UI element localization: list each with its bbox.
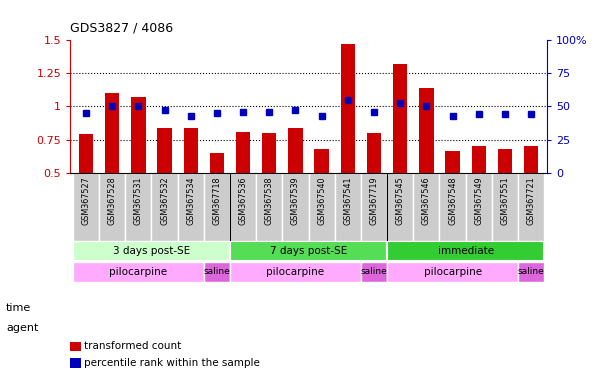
Bar [204,173,230,241]
Bar [230,241,387,261]
Bar [472,146,486,173]
Bar [131,97,145,173]
Text: GSM367534: GSM367534 [186,176,196,225]
Text: pilocarpine: pilocarpine [423,267,481,277]
Text: GSM367721: GSM367721 [527,176,536,225]
Bar [73,173,99,241]
Bar [230,173,256,241]
Text: GSM367532: GSM367532 [160,176,169,225]
Bar [105,93,119,173]
Bar [73,262,204,282]
Bar [99,173,125,241]
Bar [183,127,198,173]
Bar [79,134,93,173]
Bar [524,146,538,173]
Bar [152,173,178,241]
Text: GSM367549: GSM367549 [474,176,483,225]
Bar [393,64,408,173]
Bar [466,173,492,241]
Text: GSM367536: GSM367536 [238,176,247,225]
Bar [125,173,152,241]
Bar [419,88,434,173]
Text: GSM367718: GSM367718 [213,176,221,225]
Text: GSM367541: GSM367541 [343,176,353,225]
Text: time: time [6,303,31,313]
Text: pilocarpine: pilocarpine [266,267,324,277]
Text: GSM367540: GSM367540 [317,176,326,225]
Bar [387,241,544,261]
Text: GSM367531: GSM367531 [134,176,143,225]
Bar [387,262,518,282]
Text: GSM367539: GSM367539 [291,176,300,225]
Bar [335,173,361,241]
Bar [361,262,387,282]
Text: transformed count: transformed count [84,341,181,351]
Bar [367,133,381,173]
Text: GSM367538: GSM367538 [265,176,274,225]
Text: saline: saline [360,267,387,276]
Text: GSM367527: GSM367527 [81,176,90,225]
Text: pilocarpine: pilocarpine [109,267,167,277]
Bar [210,153,224,173]
Bar [262,133,276,173]
Text: saline: saline [203,267,230,276]
Text: GSM367551: GSM367551 [500,176,510,225]
Bar [73,241,230,261]
Bar [439,173,466,241]
Bar [288,127,302,173]
Bar [445,151,459,173]
Text: 7 days post-SE: 7 days post-SE [270,246,347,256]
Bar [315,149,329,173]
Text: immediate: immediate [437,246,494,256]
Bar [256,173,282,241]
Bar [361,173,387,241]
Bar [498,149,512,173]
Bar [204,262,230,282]
Bar [178,173,204,241]
Text: GDS3827 / 4086: GDS3827 / 4086 [70,22,174,35]
Bar [518,173,544,241]
Bar [341,44,355,173]
Text: GSM367719: GSM367719 [370,176,379,225]
Bar [413,173,439,241]
Text: agent: agent [6,323,38,333]
Bar [236,132,251,173]
Text: GSM367546: GSM367546 [422,176,431,225]
Text: percentile rank within the sample: percentile rank within the sample [84,358,260,368]
Bar [387,173,413,241]
Bar [492,173,518,241]
Bar [158,127,172,173]
Text: 3 days post-SE: 3 days post-SE [113,246,190,256]
Bar [282,173,309,241]
Bar [230,262,361,282]
Text: GSM367528: GSM367528 [108,176,117,225]
Bar [518,262,544,282]
Text: GSM367545: GSM367545 [396,176,404,225]
Text: saline: saline [518,267,544,276]
Text: GSM367548: GSM367548 [448,176,457,225]
Bar [309,173,335,241]
